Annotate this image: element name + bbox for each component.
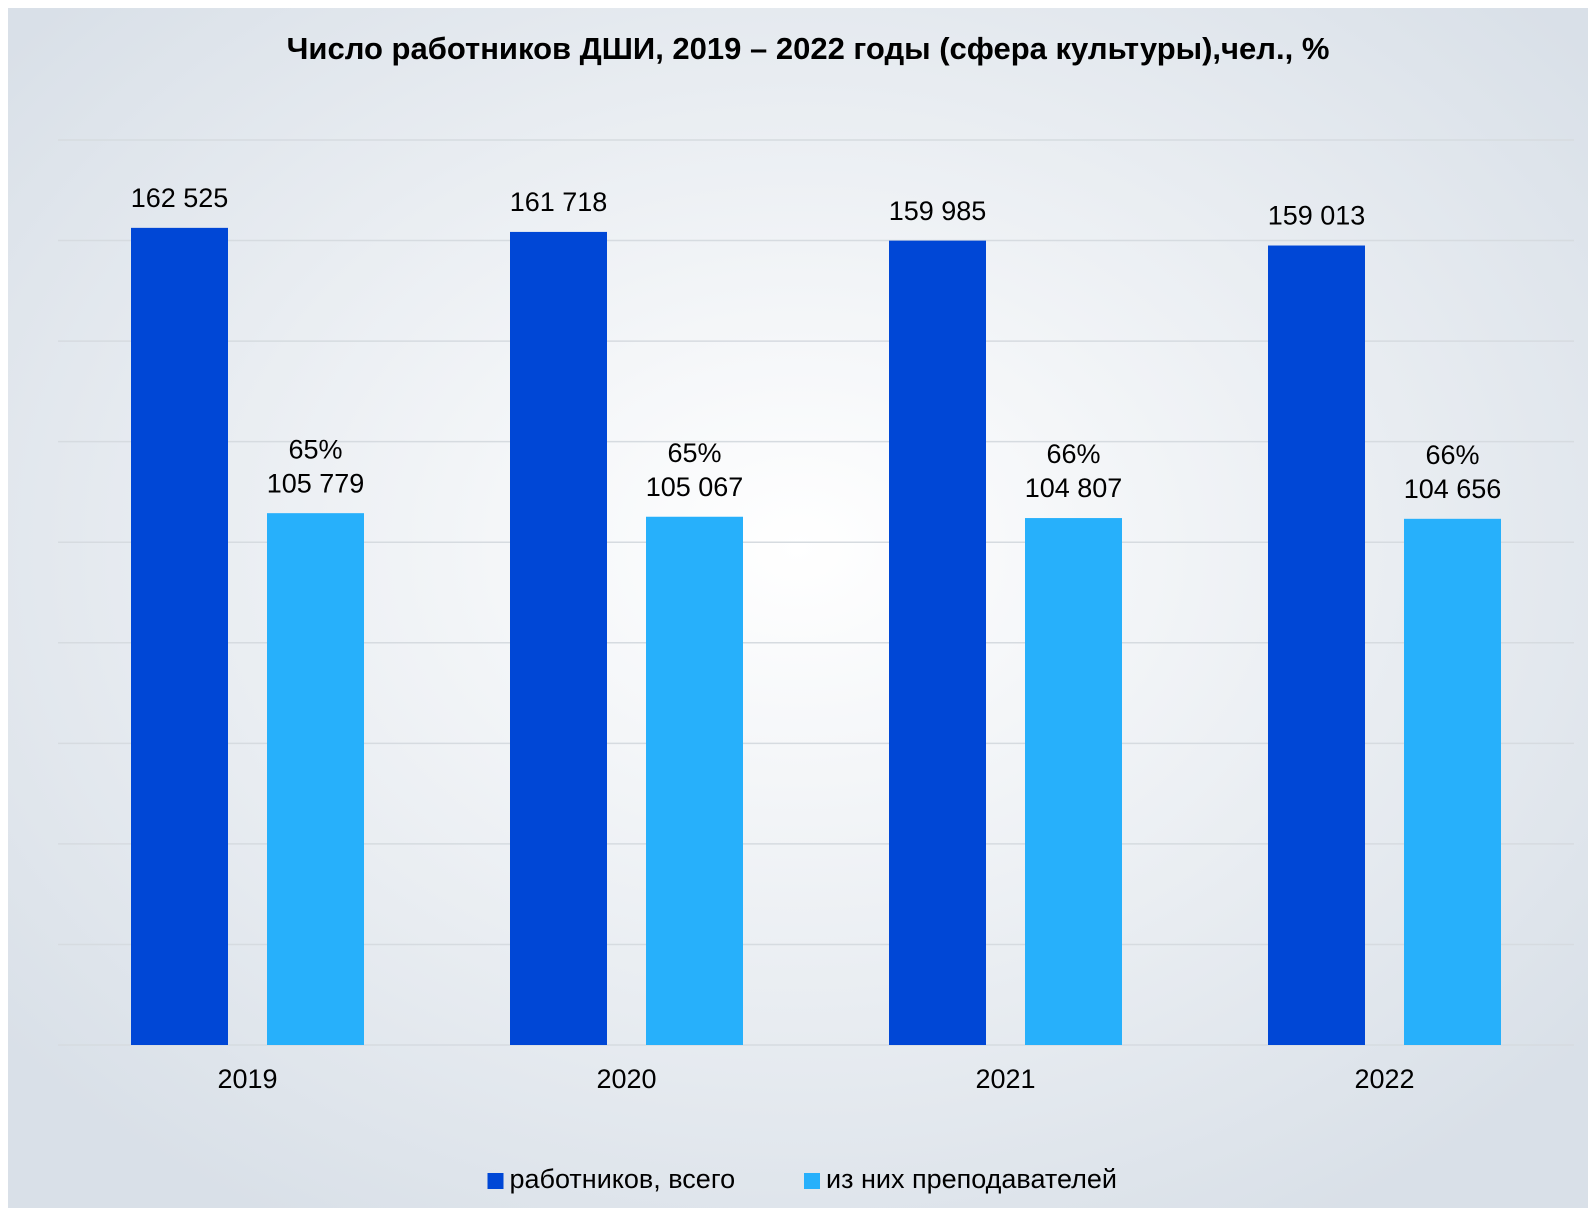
bar [131, 227, 228, 1045]
data-label: 104 807 [1025, 473, 1123, 503]
bar [1268, 245, 1365, 1046]
x-tick-label: 2020 [596, 1064, 656, 1094]
data-label: 159 985 [889, 196, 987, 226]
legend-swatch [804, 1173, 820, 1189]
x-tick-label: 2021 [975, 1064, 1035, 1094]
share-label: 66% [1046, 439, 1100, 469]
data-label: 105 779 [267, 468, 365, 498]
data-label: 162 525 [131, 183, 229, 213]
bar [267, 513, 364, 1045]
bar [1404, 518, 1501, 1045]
data-label: 105 067 [646, 472, 744, 502]
bar [1025, 518, 1122, 1045]
legend-label: из них преподавателей [826, 1164, 1117, 1194]
chart-title: Число работников ДШИ, 2019 – 2022 годы (… [287, 31, 1330, 66]
data-label: 159 013 [1268, 201, 1366, 231]
legend-swatch [487, 1173, 504, 1189]
bar [889, 240, 986, 1045]
x-tick-label: 2019 [217, 1064, 277, 1094]
share-label: 65% [288, 434, 342, 464]
share-label: 66% [1425, 440, 1479, 470]
bar [510, 231, 607, 1045]
data-label: 161 718 [510, 187, 608, 217]
bar [646, 516, 743, 1045]
share-label: 65% [667, 438, 721, 468]
data-label: 104 656 [1404, 474, 1502, 504]
x-tick-label: 2022 [1354, 1064, 1414, 1094]
legend-label: работников, всего [510, 1164, 736, 1194]
